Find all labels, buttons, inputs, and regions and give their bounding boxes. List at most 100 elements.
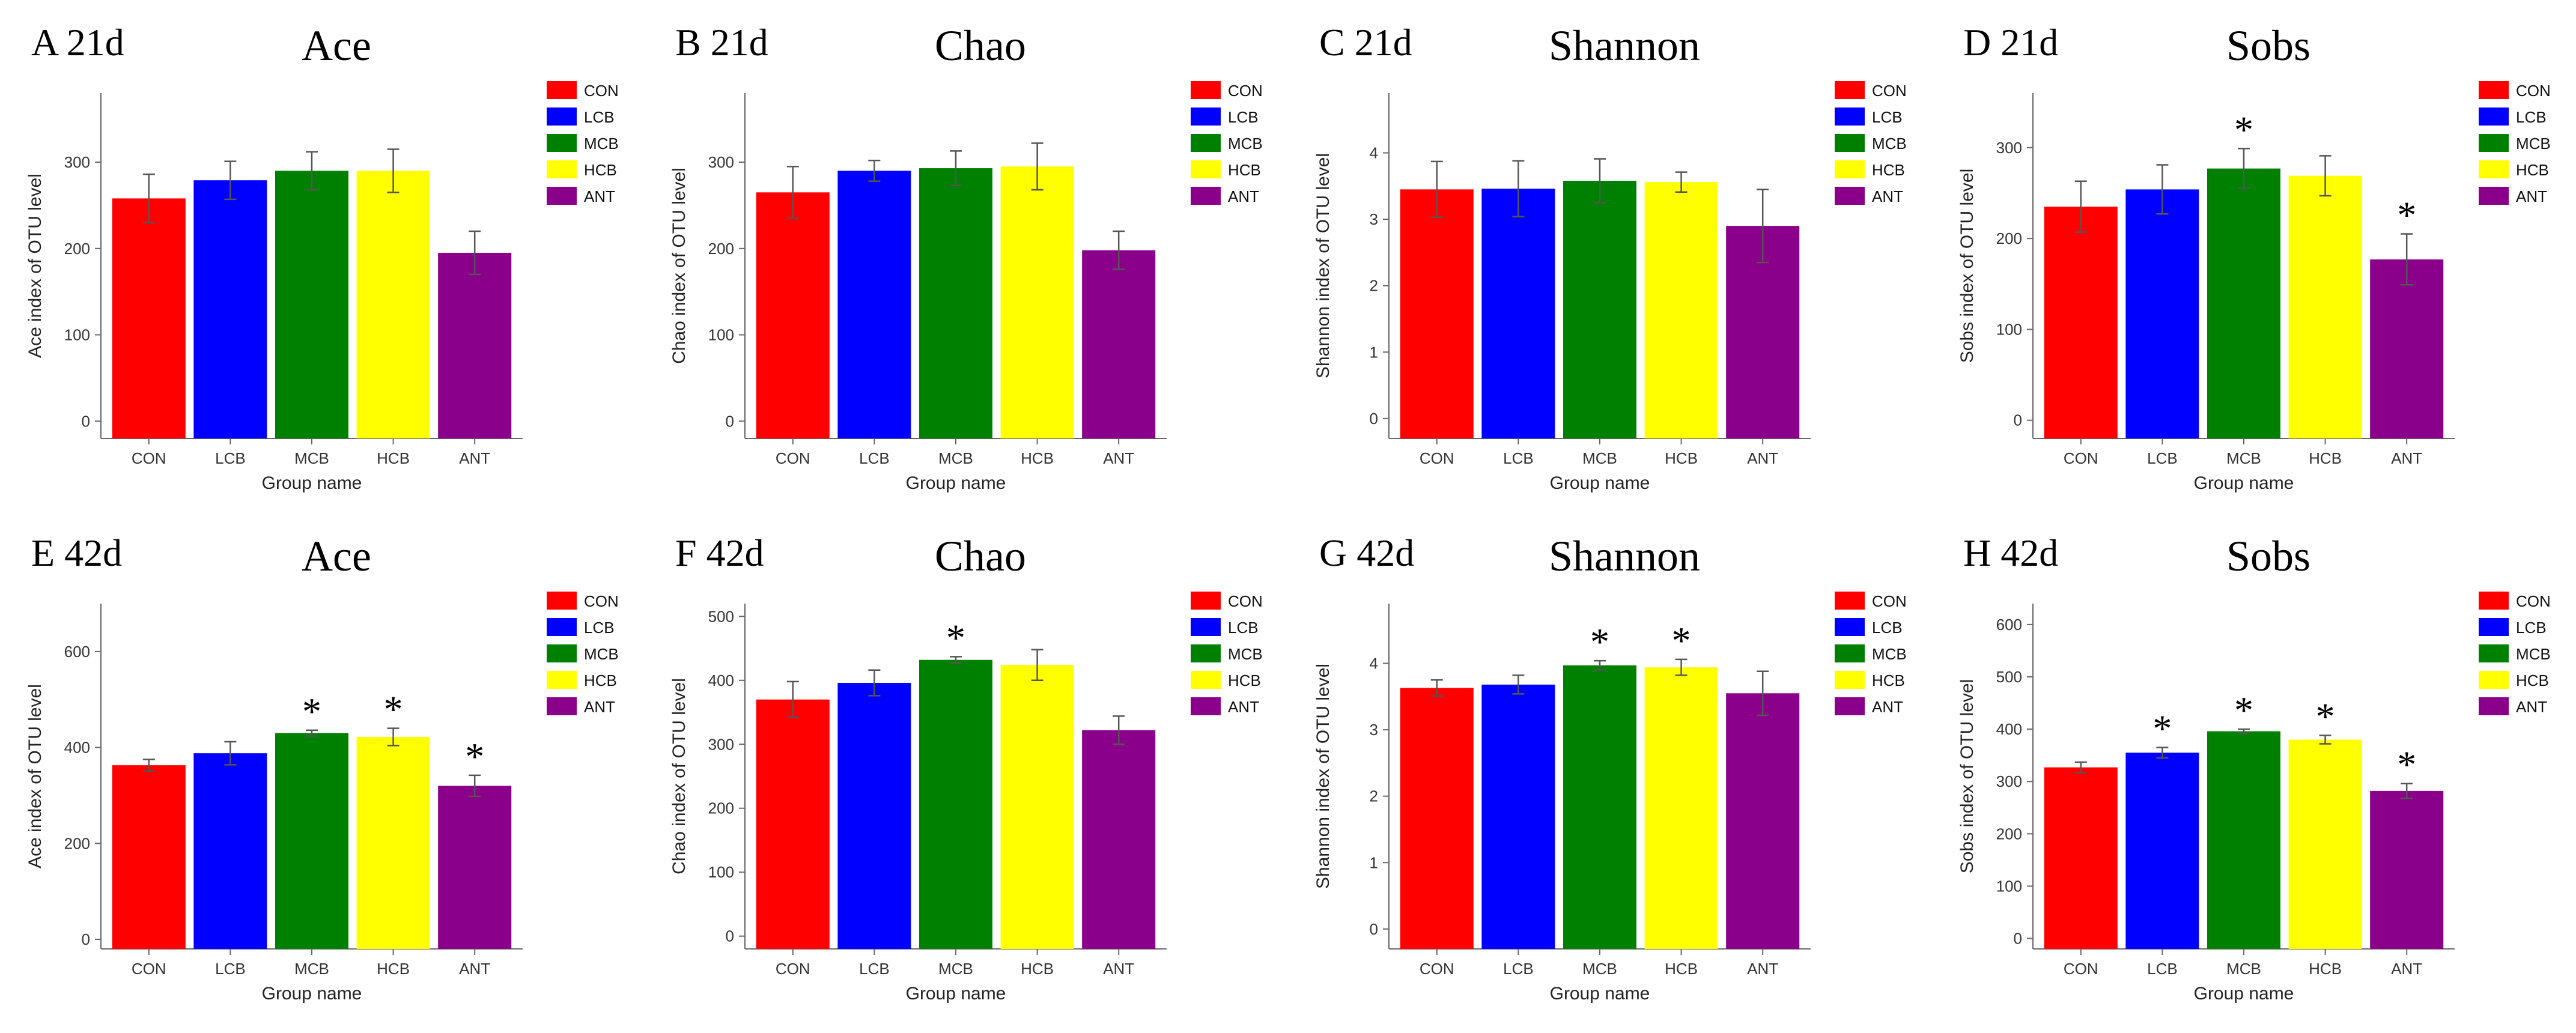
bar [1563, 180, 1637, 438]
y-tick-label: 0 [82, 412, 90, 430]
legend-swatch [547, 618, 577, 636]
y-tick-label: 500 [1996, 668, 2022, 686]
y-axis-title: Chao index of OTU level [669, 168, 689, 364]
legend-label: CON [584, 82, 619, 100]
y-axis-title: Sobs index of OTU level [1957, 169, 1977, 363]
legend-label: CON [2516, 82, 2551, 100]
y-tick-label: 200 [708, 240, 734, 258]
chart-title: Sobs [2226, 22, 2310, 70]
y-tick-label: 100 [64, 326, 90, 344]
legend-swatch [2479, 134, 2509, 152]
bar [275, 171, 349, 438]
x-tick-label: ANT [1103, 960, 1134, 978]
x-tick-label: LCB [2147, 960, 2178, 978]
y-tick-label: 200 [708, 799, 734, 817]
x-tick-label: MCB [1582, 449, 1617, 467]
legend-swatch [547, 671, 577, 689]
x-tick-label: MCB [294, 449, 329, 467]
bar [919, 168, 993, 438]
bar [837, 683, 911, 949]
y-tick-label: 300 [64, 153, 90, 171]
y-tick-label: 4 [1370, 655, 1378, 673]
legend-label: ANT [584, 187, 615, 205]
legend-label: HCB [584, 671, 617, 689]
chart-panel: F 42d Chao 0 100 200 300 400 500 Chao index of O… [669, 532, 1263, 1004]
panel-label: H 42d [1963, 532, 2058, 574]
y-tick-label: 1 [1370, 343, 1378, 361]
legend-label: ANT [1228, 187, 1259, 205]
y-tick-label: 0 [2014, 411, 2022, 429]
legend-label: CON [584, 592, 619, 610]
legend-label: MCB [1872, 135, 1907, 153]
x-axis-title: Group name [2194, 473, 2294, 493]
legend-swatch [2479, 592, 2509, 610]
legend-label: HCB [1228, 161, 1261, 179]
x-tick-label: ANT [2391, 449, 2422, 467]
significance-star: * [302, 690, 321, 733]
significance-star: * [384, 688, 403, 731]
y-tick-label: 2 [1370, 277, 1378, 295]
bar [2288, 175, 2362, 438]
x-tick-label: MCB [294, 960, 329, 978]
y-axis-title: Shannon index of OTU level [1313, 153, 1333, 378]
legend-label: CON [1228, 82, 1263, 100]
bar [1400, 688, 1474, 949]
y-tick-label: 600 [1996, 616, 2022, 634]
bar [356, 171, 430, 438]
legend-label: CON [2516, 592, 2551, 610]
y-tick-label: 100 [1996, 320, 2022, 338]
significance-star: * [2152, 707, 2172, 750]
y-tick-label: 300 [708, 735, 734, 753]
bar [1481, 684, 1555, 949]
legend-label: MCB [1872, 645, 1907, 663]
significance-star: * [946, 616, 965, 659]
legend-swatch [1191, 671, 1221, 689]
x-tick-label: CON [1420, 449, 1454, 467]
legend-label: ANT [2516, 698, 2547, 716]
y-axis-title: Ace index of OTU level [25, 174, 45, 358]
bar [2044, 767, 2118, 949]
x-tick-label: ANT [2391, 960, 2422, 978]
significance-star: * [2234, 108, 2253, 151]
legend-swatch [1835, 671, 1865, 689]
legend-swatch [1191, 187, 1221, 205]
chart-panel: B 21d Chao 0 100 200 300 Chao index of OTU lev… [669, 21, 1263, 493]
bar [2125, 189, 2199, 438]
chart-panel: H 42d Sobs 0 100 200 300 400 500 600 Sobs index o… [1957, 532, 2551, 1004]
legend-label: ANT [1228, 698, 1259, 716]
legend-label: CON [1872, 592, 1907, 610]
x-tick-label: LCB [215, 960, 246, 978]
chart-panel: D 21d Sobs 0 100 200 300 Sobs index of OTU lev… [1957, 21, 2551, 493]
legend-label: LCB [1228, 619, 1259, 637]
bar [1481, 189, 1555, 438]
x-tick-label: LCB [1503, 449, 1534, 467]
x-tick-label: CON [132, 960, 166, 978]
x-tick-label: LCB [859, 960, 890, 978]
bar [2370, 790, 2444, 949]
x-tick-label: LCB [859, 449, 890, 467]
y-tick-label: 400 [708, 671, 734, 689]
bar [1563, 665, 1637, 949]
bar [837, 171, 911, 438]
legend-swatch [2479, 160, 2509, 178]
y-tick-label: 0 [2014, 930, 2022, 948]
bar [1000, 665, 1074, 949]
bar [356, 737, 430, 949]
legend-swatch [547, 644, 577, 662]
legend-label: HCB [1872, 671, 1905, 689]
legend-swatch [1191, 592, 1221, 610]
legend-label: HCB [2516, 161, 2549, 179]
legend-swatch [547, 187, 577, 205]
legend-label: ANT [1872, 187, 1903, 205]
bar [2125, 753, 2199, 949]
legend-label: LCB [2516, 619, 2547, 637]
x-tick-label: LCB [1503, 960, 1534, 978]
y-tick-label: 400 [64, 739, 90, 757]
chart-title: Chao [935, 22, 1026, 70]
legend-label: MCB [2516, 645, 2551, 663]
x-axis-title: Group name [906, 473, 1006, 493]
x-tick-label: ANT [459, 960, 490, 978]
x-axis-title: Group name [1550, 473, 1650, 493]
x-tick-label: ANT [1103, 449, 1134, 467]
legend-swatch [1191, 134, 1221, 152]
